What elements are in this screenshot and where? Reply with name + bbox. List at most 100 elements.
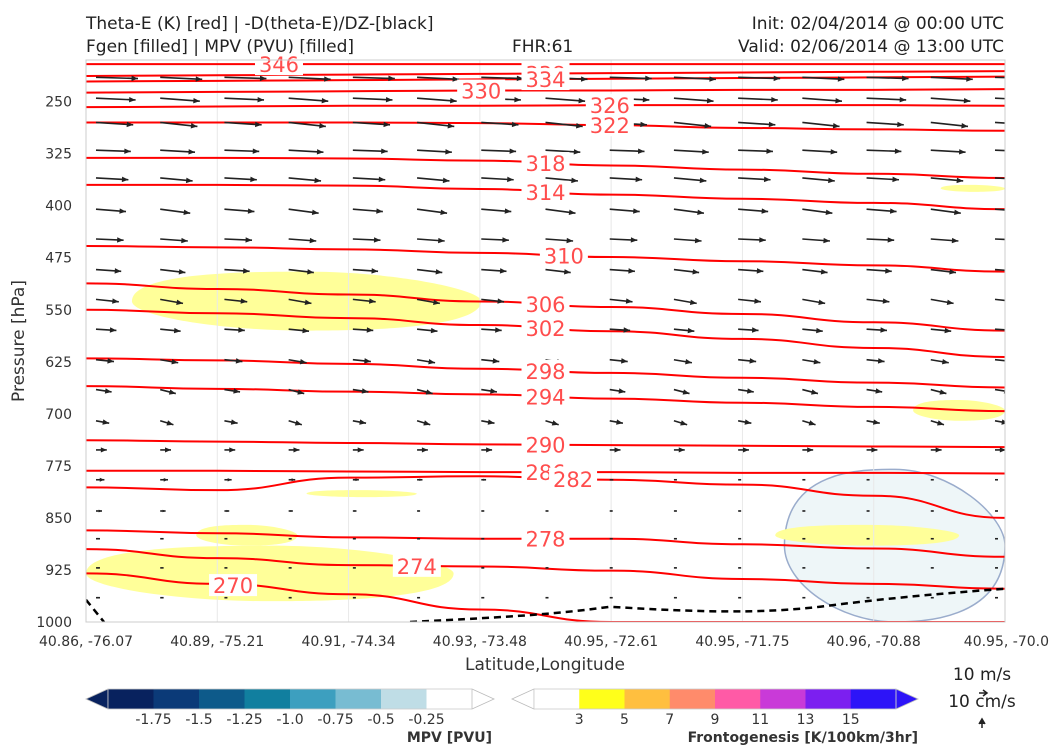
y-tick-label: 550	[45, 303, 72, 319]
fgen-colorbar-swatch	[715, 689, 761, 709]
x-tick-label: 40.86, -76.07	[39, 634, 133, 650]
theta-e-label: 294	[525, 386, 565, 410]
wind-vector-head	[697, 209, 704, 216]
wind-vector	[288, 97, 329, 102]
mpv-colorbar-swatch	[199, 689, 245, 709]
contour-label-bg	[549, 467, 598, 490]
fgen-colorbar-extend-left	[511, 688, 535, 710]
contour-label-bg	[254, 53, 303, 76]
wind-vector	[994, 149, 1005, 152]
wind-vector-head	[625, 298, 633, 304]
wind-vector-head	[238, 327, 245, 333]
wind-vector-head	[951, 237, 959, 244]
wind-vector-head	[482, 510, 485, 512]
wind-vector-head	[423, 420, 431, 426]
wind-vector-head	[492, 358, 500, 364]
wind-vector	[352, 76, 395, 80]
x-tick-label: 40.95, -70.0	[964, 634, 1049, 650]
wind-vector-head	[818, 299, 826, 305]
wind-vector-head	[511, 121, 519, 128]
fgen-region	[306, 490, 417, 498]
wind-vector-head	[751, 327, 759, 333]
wind-vector	[866, 97, 907, 101]
wind-scale-vertical: 10 cm/s	[948, 692, 1016, 712]
wind-vector-head	[963, 97, 971, 104]
title-line-2: Fgen [filled] | MPV (PVU) [filled]	[86, 37, 355, 57]
wind-vector-head	[932, 597, 934, 599]
wind-vector-head	[1023, 148, 1030, 153]
wind-vector-head	[129, 96, 136, 103]
wind-vector-head	[746, 388, 754, 394]
theta-e-label: 318	[525, 152, 565, 176]
wind-vector-head	[685, 358, 692, 365]
wind-vector	[224, 97, 265, 101]
wind-vector-head	[875, 388, 883, 394]
wind-vector-head	[704, 123, 712, 129]
wind-vector-head	[483, 478, 487, 481]
wind-vector-head	[773, 75, 781, 82]
wind-vector-head	[949, 269, 956, 275]
mpv-colorbar-swatch	[244, 689, 291, 709]
wind-vector-head	[808, 420, 816, 426]
wind-vector-head	[445, 149, 452, 155]
wind-vector	[994, 420, 1005, 424]
wind-vector-head	[899, 96, 907, 103]
wind-vector-head	[628, 268, 635, 274]
wind-vector-head	[368, 298, 376, 304]
wind-vector	[994, 97, 1005, 100]
fgen-colorbar-swatch	[624, 689, 671, 709]
wind-vector-head	[575, 123, 583, 129]
mpv-colorbar-tick: -0.25	[408, 712, 444, 728]
wind-vector	[288, 76, 331, 81]
wind-vector-head	[418, 597, 421, 599]
wind-vector-head	[956, 177, 964, 184]
wind-vector-head	[516, 75, 524, 82]
wind-vector-head	[514, 96, 521, 103]
wind-vector-head	[675, 510, 677, 512]
wind-vector-head	[939, 389, 947, 395]
wind-vector-head	[418, 510, 421, 512]
wind-vector-head	[894, 148, 902, 154]
contour-label-bg	[521, 68, 570, 91]
wind-vector-head	[226, 509, 230, 513]
wind-vector-head	[447, 123, 455, 129]
wind-vector-head	[1016, 237, 1023, 242]
wind-vector-head	[482, 538, 485, 540]
wind-vector-head	[885, 268, 892, 274]
wind-vector-head	[946, 299, 954, 305]
wind-vector-head	[245, 237, 253, 243]
wind-vector-head	[832, 123, 840, 129]
wind-vector-head	[813, 358, 821, 365]
wind-vector-head	[316, 149, 324, 155]
wind-vector-head	[250, 176, 257, 183]
wind-vector-head	[371, 268, 379, 274]
wind-vector-head	[163, 477, 169, 482]
wind-vector-head	[361, 388, 369, 394]
fgen-region	[940, 184, 1005, 192]
wind-vector-head	[495, 327, 502, 333]
wind-vector	[866, 76, 909, 80]
wind-vector-head	[487, 419, 495, 425]
mpv-colorbar-tick: -1.75	[135, 712, 171, 728]
wind-vector	[994, 238, 1005, 241]
wind-vector-head	[633, 208, 640, 214]
contour-label-bg	[521, 527, 570, 550]
wind-vector-head	[1030, 76, 1037, 81]
wind-vector	[738, 97, 778, 101]
wind-vector-head	[1009, 327, 1016, 332]
wind-vector	[224, 76, 267, 80]
wind-vector-head	[739, 479, 742, 481]
wind-vector-head	[324, 76, 331, 82]
wind-vector-head	[307, 269, 314, 275]
wind-vector-head	[97, 596, 100, 599]
wind-vector	[160, 76, 203, 81]
wind-vector-head	[302, 327, 310, 334]
plot-frame	[85, 59, 1006, 623]
contour-label-bg	[585, 114, 634, 137]
wind-vector-head	[289, 538, 292, 540]
wind-vector	[994, 328, 1005, 331]
wind-vector-head	[373, 237, 381, 243]
wind-vector-head	[289, 597, 292, 599]
wind-vector-head	[252, 148, 260, 154]
wind-vector-head	[107, 358, 114, 364]
